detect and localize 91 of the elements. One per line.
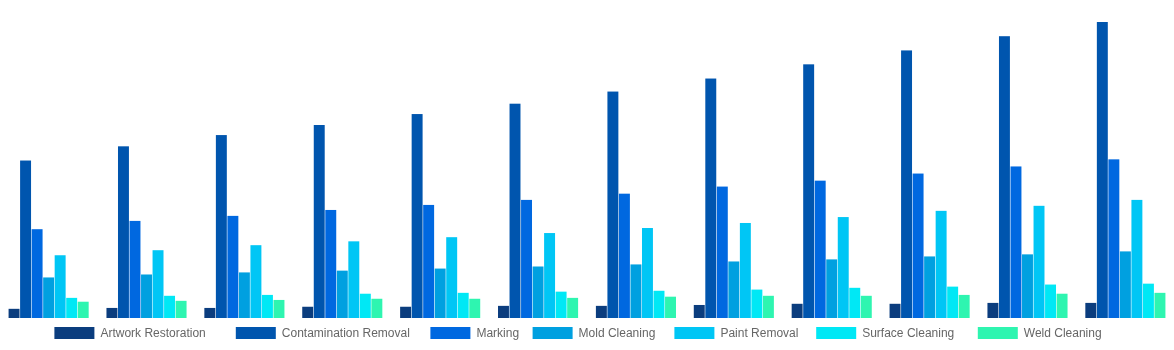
bar [336,270,348,318]
bar [469,298,481,318]
legend-label: Surface Cleaning [862,326,955,341]
bar [849,287,861,318]
bar [1022,254,1033,318]
bar [987,302,999,318]
bar [751,289,763,318]
bar [947,286,959,318]
legend-label: Mold Cleaning [578,326,656,341]
bar [860,295,872,318]
bar [1119,251,1131,318]
bar [117,146,129,318]
bar [705,78,717,318]
bar [273,299,285,318]
bar [935,210,947,318]
bar [371,298,383,318]
bar [423,204,435,318]
bar [1131,199,1143,318]
bar [8,308,20,318]
bar [1045,284,1057,318]
legend-label: Artwork Restoration [100,326,206,341]
legend-label: Paint Removal [720,326,799,341]
bar [1056,293,1068,318]
bar [215,135,227,318]
bar [313,125,325,318]
bar [164,295,176,318]
legend-label: Contamination Removal [281,326,410,341]
bar [509,103,521,318]
bar [716,186,728,318]
bar [77,301,89,318]
bar [434,268,446,318]
bar [1096,22,1108,318]
bar [665,296,676,318]
bar [544,233,556,318]
bar [958,294,970,318]
bar [498,305,509,318]
bar [555,291,567,318]
bar [791,303,803,318]
bar [521,199,533,318]
bar [457,292,469,318]
bar [66,297,78,318]
bar [630,264,642,318]
bar [1033,205,1045,318]
bar [446,237,458,318]
bar [803,64,815,318]
bar [837,217,849,318]
bar [141,274,152,318]
bar [618,193,630,318]
bar [607,91,619,318]
bar [204,307,216,318]
bar [31,229,43,318]
bar [762,295,774,318]
bar [814,180,826,318]
bar [1010,166,1022,318]
bar [106,307,118,318]
bar [728,261,740,318]
bar [1142,283,1154,318]
bar [250,245,262,318]
bar [912,173,924,318]
legend-label: Weld Cleaning [1023,326,1102,341]
bar [43,277,55,318]
bar [653,290,665,318]
bar [901,50,913,318]
bar [152,250,164,318]
bar [641,228,653,318]
bar [595,305,607,318]
legend-label: Marking [476,326,520,341]
bar [325,209,337,318]
bar [261,294,273,318]
bar [54,255,66,318]
bar [175,300,187,318]
bar [400,306,412,318]
bar [693,304,705,318]
bar [532,266,544,318]
bar [1085,302,1097,318]
bar [1154,292,1166,318]
bar [567,297,579,318]
bar [826,259,838,318]
bar [998,36,1010,318]
bar [227,215,239,318]
bar [20,160,32,318]
bar [739,222,751,318]
bar [411,114,423,318]
bar [129,220,141,318]
bar [924,256,936,318]
bar [238,272,250,318]
bar [889,303,901,318]
bar [302,306,314,318]
bar [1108,159,1120,318]
bar [348,241,360,318]
bar [359,293,371,318]
